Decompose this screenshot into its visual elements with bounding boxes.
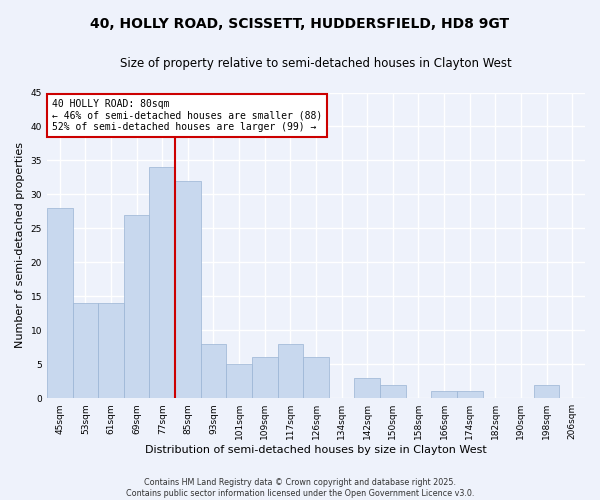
Bar <box>226 364 252 398</box>
Bar <box>149 167 175 398</box>
Bar <box>380 384 406 398</box>
Bar <box>98 303 124 398</box>
Text: Contains HM Land Registry data © Crown copyright and database right 2025.
Contai: Contains HM Land Registry data © Crown c… <box>126 478 474 498</box>
Bar <box>175 181 200 398</box>
Bar <box>47 208 73 398</box>
Bar <box>534 384 559 398</box>
Bar <box>303 358 329 398</box>
Y-axis label: Number of semi-detached properties: Number of semi-detached properties <box>15 142 25 348</box>
Bar <box>73 303 98 398</box>
Bar <box>252 358 278 398</box>
X-axis label: Distribution of semi-detached houses by size in Clayton West: Distribution of semi-detached houses by … <box>145 445 487 455</box>
Bar <box>355 378 380 398</box>
Bar <box>278 344 303 398</box>
Title: Size of property relative to semi-detached houses in Clayton West: Size of property relative to semi-detach… <box>120 58 512 70</box>
Text: 40, HOLLY ROAD, SCISSETT, HUDDERSFIELD, HD8 9GT: 40, HOLLY ROAD, SCISSETT, HUDDERSFIELD, … <box>91 18 509 32</box>
Bar <box>200 344 226 398</box>
Text: 40 HOLLY ROAD: 80sqm
← 46% of semi-detached houses are smaller (88)
52% of semi-: 40 HOLLY ROAD: 80sqm ← 46% of semi-detac… <box>52 98 323 132</box>
Bar <box>457 392 482 398</box>
Bar <box>124 215 149 398</box>
Bar <box>431 392 457 398</box>
